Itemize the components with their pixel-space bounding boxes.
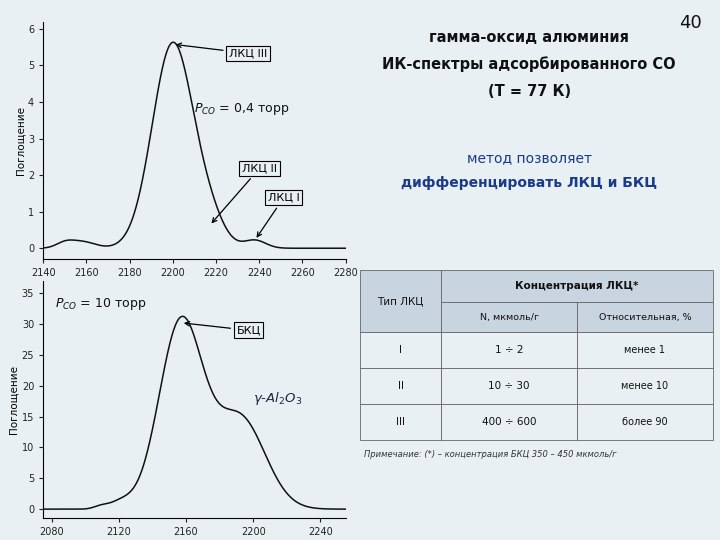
- Bar: [577, 332, 713, 368]
- Text: более 90: более 90: [622, 417, 667, 427]
- Y-axis label: Поглощение: Поглощение: [9, 365, 19, 434]
- Text: II: II: [397, 381, 404, 391]
- Text: БКЦ: БКЦ: [185, 321, 261, 335]
- Bar: [360, 332, 441, 368]
- Text: 10 ÷ 30: 10 ÷ 30: [488, 381, 530, 391]
- Bar: [360, 368, 441, 404]
- Text: ЛКЦ II: ЛКЦ II: [212, 164, 277, 222]
- Text: Примечание: (*) – концентрация БКЦ 350 – 450 мкмоль/г: Примечание: (*) – концентрация БКЦ 350 –…: [364, 450, 616, 459]
- Text: менее 10: менее 10: [621, 381, 668, 391]
- Text: N, мкмоль/г: N, мкмоль/г: [480, 313, 539, 322]
- Bar: [360, 404, 441, 440]
- Bar: [577, 368, 713, 404]
- Bar: [577, 302, 713, 332]
- Text: $\gamma$-Al$_2$O$_3$: $\gamma$-Al$_2$O$_3$: [253, 389, 302, 407]
- Text: менее 1: менее 1: [624, 345, 665, 355]
- Bar: [441, 302, 577, 332]
- Bar: [441, 368, 577, 404]
- Text: III: III: [396, 417, 405, 427]
- X-axis label: ν, см⁻¹: ν, см⁻¹: [174, 539, 215, 540]
- Text: дифференцировать ЛКЦ и БКЦ: дифференцировать ЛКЦ и БКЦ: [401, 176, 657, 190]
- Bar: [441, 404, 577, 440]
- Bar: [441, 270, 713, 302]
- Text: Концентрация ЛКЦ*: Концентрация ЛКЦ*: [516, 281, 639, 291]
- Text: Относительная, %: Относительная, %: [598, 313, 691, 322]
- Text: ИК-спектры адсорбированного СО: ИК-спектры адсорбированного СО: [382, 57, 676, 72]
- Text: ЛКЦ III: ЛКЦ III: [177, 43, 267, 58]
- Text: (Т = 77 К): (Т = 77 К): [487, 84, 571, 99]
- Y-axis label: Поглощение: Поглощение: [15, 106, 25, 175]
- Text: $P_{CO}$ = 10 торр: $P_{CO}$ = 10 торр: [55, 296, 146, 312]
- X-axis label: ν, см⁻¹: ν, см⁻¹: [174, 280, 215, 293]
- Bar: [577, 404, 713, 440]
- Bar: [360, 270, 441, 332]
- Bar: [441, 332, 577, 368]
- Text: метод позволяет: метод позволяет: [467, 151, 592, 165]
- Text: Тип ЛКЦ: Тип ЛКЦ: [377, 296, 423, 306]
- Text: ЛКЦ I: ЛКЦ I: [257, 193, 300, 237]
- Text: $P_{CO}$ = 0,4 торр: $P_{CO}$ = 0,4 торр: [194, 102, 289, 117]
- Text: гамма-оксид алюминия: гамма-оксид алюминия: [429, 30, 629, 45]
- Text: 40: 40: [679, 14, 702, 31]
- Text: 400 ÷ 600: 400 ÷ 600: [482, 417, 536, 427]
- Text: 1 ÷ 2: 1 ÷ 2: [495, 345, 523, 355]
- Text: I: I: [399, 345, 402, 355]
